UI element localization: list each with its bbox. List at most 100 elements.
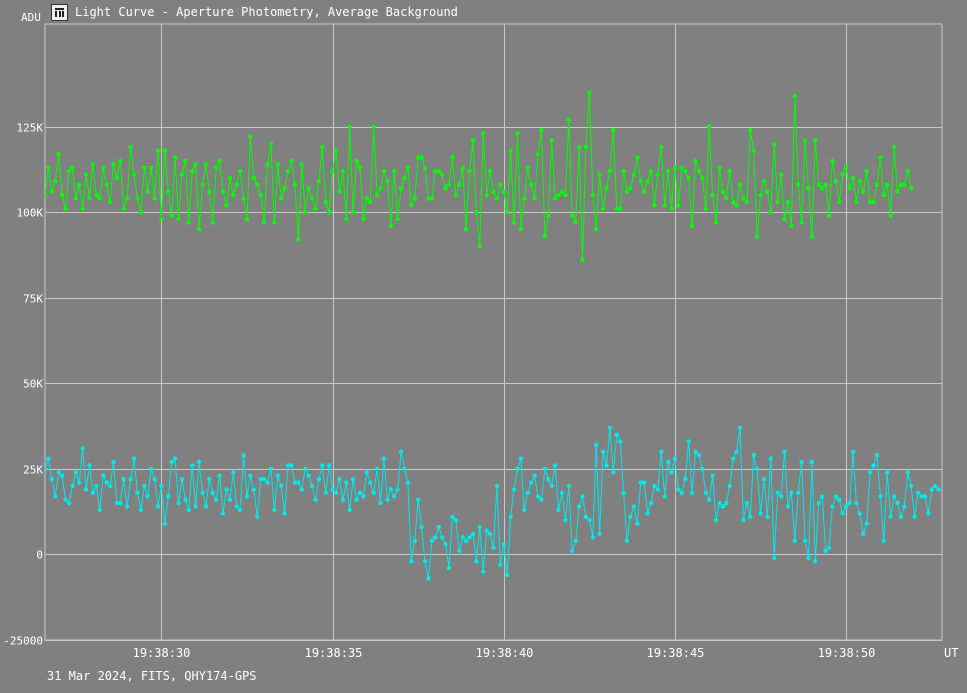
data-point bbox=[799, 220, 804, 225]
data-point bbox=[823, 548, 828, 554]
data-point bbox=[111, 459, 116, 465]
data-point bbox=[929, 487, 934, 492]
data-point bbox=[563, 518, 568, 523]
data-point bbox=[53, 494, 58, 499]
data-point bbox=[628, 186, 633, 191]
data-point bbox=[111, 162, 116, 167]
data-point bbox=[816, 182, 821, 187]
data-point bbox=[905, 169, 910, 174]
data-point bbox=[724, 196, 729, 201]
data-point bbox=[707, 124, 712, 129]
data-point bbox=[583, 514, 589, 519]
y-tick-label: 50K bbox=[23, 378, 43, 391]
y-tick-label: 75K bbox=[23, 293, 43, 306]
data-point bbox=[659, 145, 664, 150]
data-point bbox=[354, 497, 359, 502]
data-point bbox=[80, 206, 85, 211]
data-point bbox=[594, 442, 599, 448]
data-point bbox=[772, 141, 777, 146]
data-point bbox=[450, 155, 455, 160]
data-point bbox=[796, 182, 801, 187]
data-point bbox=[700, 175, 705, 181]
data-point bbox=[881, 538, 886, 543]
data-point bbox=[871, 463, 876, 468]
data-point bbox=[73, 470, 79, 475]
data-point bbox=[484, 528, 489, 533]
data-point bbox=[83, 172, 89, 177]
data-point bbox=[556, 192, 561, 198]
app-logo-icon[interactable] bbox=[51, 4, 68, 21]
data-point bbox=[323, 490, 328, 495]
data-point bbox=[672, 165, 678, 170]
data-point bbox=[429, 196, 435, 201]
data-point bbox=[467, 169, 472, 174]
data-point bbox=[515, 466, 520, 472]
data-point bbox=[350, 477, 356, 482]
data-point bbox=[227, 175, 233, 181]
data-point bbox=[895, 189, 900, 194]
data-point bbox=[457, 548, 462, 554]
data-point bbox=[474, 559, 479, 564]
data-point bbox=[433, 169, 438, 174]
data-point bbox=[388, 487, 393, 492]
data-point bbox=[648, 500, 654, 506]
data-point bbox=[289, 158, 294, 164]
data-point bbox=[419, 524, 424, 530]
data-point bbox=[285, 169, 291, 174]
data-point bbox=[549, 483, 554, 489]
data-point bbox=[296, 480, 301, 485]
data-point bbox=[618, 206, 623, 211]
data-point bbox=[145, 189, 150, 194]
data-point bbox=[371, 124, 376, 129]
data-point bbox=[594, 227, 599, 232]
data-point bbox=[279, 196, 284, 201]
data-point bbox=[463, 538, 469, 543]
data-point bbox=[631, 172, 637, 177]
data-point bbox=[155, 148, 161, 153]
data-point bbox=[436, 169, 441, 174]
data-point bbox=[758, 192, 763, 198]
data-point bbox=[176, 216, 181, 222]
data-point bbox=[717, 165, 722, 170]
data-point bbox=[618, 439, 623, 444]
data-point bbox=[443, 186, 448, 191]
data-point bbox=[337, 189, 342, 194]
data-point bbox=[909, 483, 914, 489]
data-point bbox=[412, 196, 417, 201]
data-point bbox=[809, 234, 815, 239]
data-point bbox=[63, 206, 68, 211]
data-point bbox=[340, 169, 346, 174]
data-point bbox=[638, 480, 643, 485]
data-point bbox=[891, 145, 897, 150]
data-point bbox=[700, 466, 705, 472]
data-point bbox=[635, 521, 640, 526]
data-point bbox=[426, 196, 431, 201]
data-point bbox=[535, 151, 541, 157]
data-point bbox=[203, 504, 209, 509]
data-point bbox=[484, 192, 489, 198]
data-point bbox=[604, 186, 609, 191]
data-point bbox=[487, 531, 493, 537]
data-point bbox=[56, 470, 61, 475]
data-point bbox=[429, 538, 435, 543]
data-point bbox=[107, 199, 113, 205]
data-point bbox=[190, 169, 195, 174]
data-point bbox=[378, 186, 383, 191]
data-point bbox=[193, 504, 198, 509]
data-point bbox=[727, 169, 732, 174]
data-point bbox=[381, 456, 387, 461]
data-point bbox=[905, 470, 910, 475]
data-point bbox=[566, 483, 571, 489]
data-point bbox=[364, 470, 369, 475]
data-point bbox=[720, 189, 726, 194]
data-point bbox=[768, 210, 773, 215]
data-point bbox=[823, 182, 828, 187]
data-point bbox=[306, 186, 311, 191]
data-point bbox=[56, 151, 61, 157]
data-point bbox=[344, 480, 349, 485]
data-point bbox=[46, 456, 51, 461]
data-point bbox=[652, 483, 657, 489]
data-point bbox=[525, 165, 530, 170]
data-point bbox=[66, 500, 72, 506]
